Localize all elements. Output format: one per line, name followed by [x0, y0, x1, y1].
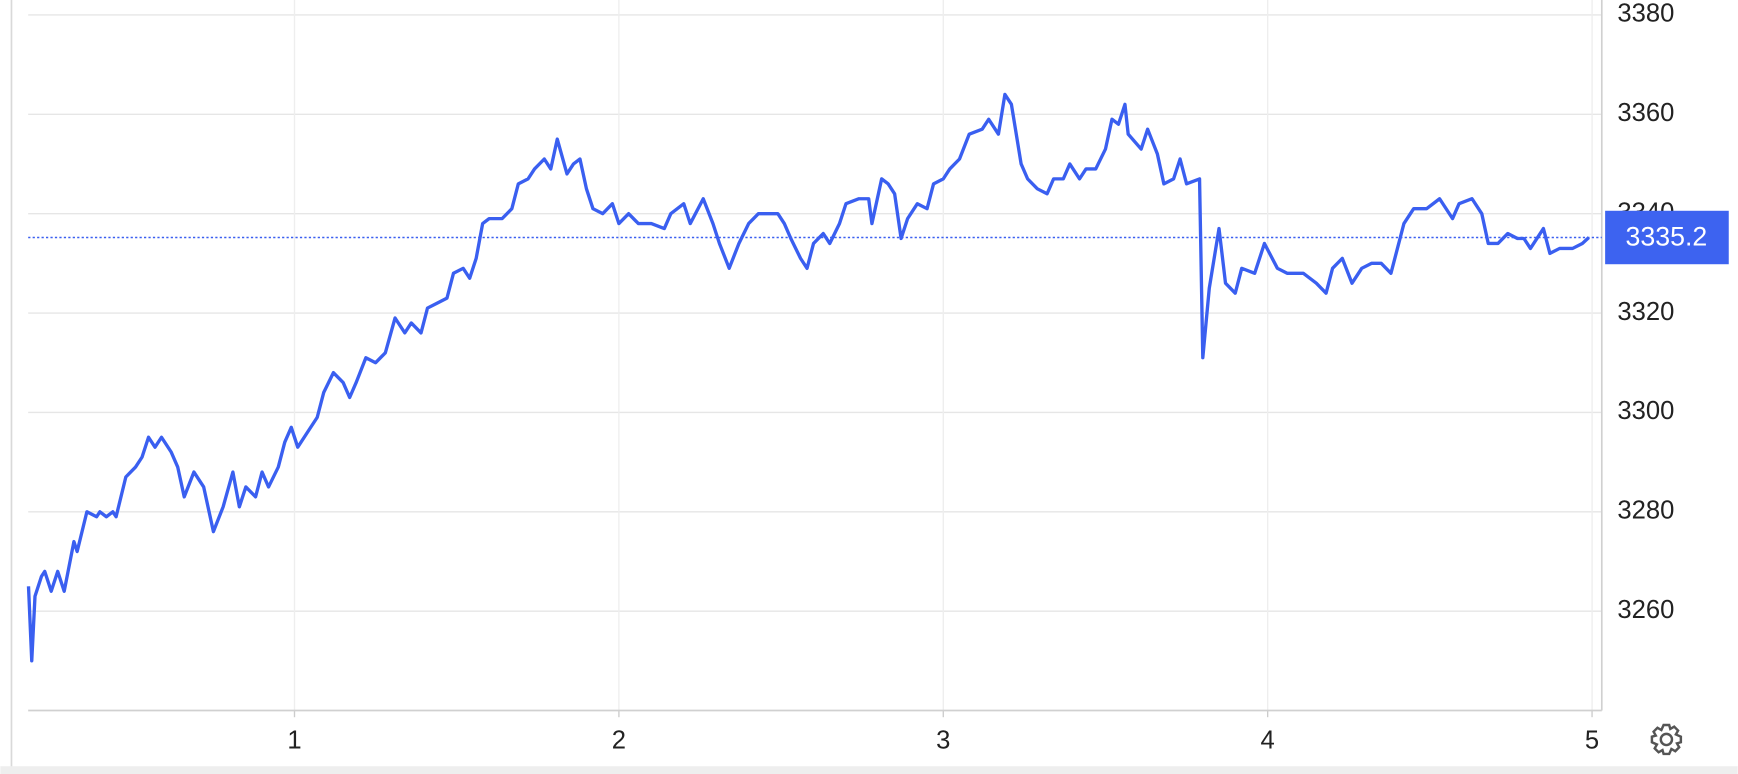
x-tick-label: 1 [287, 726, 301, 754]
y-tick-label: 3260 [1617, 596, 1674, 624]
x-tick-label: 2 [612, 726, 626, 754]
gear-hub [1659, 732, 1674, 747]
settings-icon[interactable] [1650, 723, 1683, 756]
x-tick-label: 5 [1585, 726, 1599, 754]
footer-strip [0, 766, 1738, 774]
last-price-label: 3335.2 [1626, 222, 1708, 252]
y-tick-label: 3380 [1617, 0, 1674, 28]
price-line [26, 92, 1590, 663]
gear-teeth [1650, 723, 1683, 756]
y-tick-label: 3280 [1617, 497, 1674, 525]
x-tick-label: 4 [1261, 726, 1275, 754]
x-tick-label: 3 [936, 726, 950, 754]
last-price-box [1605, 210, 1729, 265]
y-tick-label: 3300 [1617, 397, 1674, 425]
y-tick-label: 3320 [1617, 298, 1674, 326]
y-tick-label: 3360 [1617, 99, 1674, 127]
